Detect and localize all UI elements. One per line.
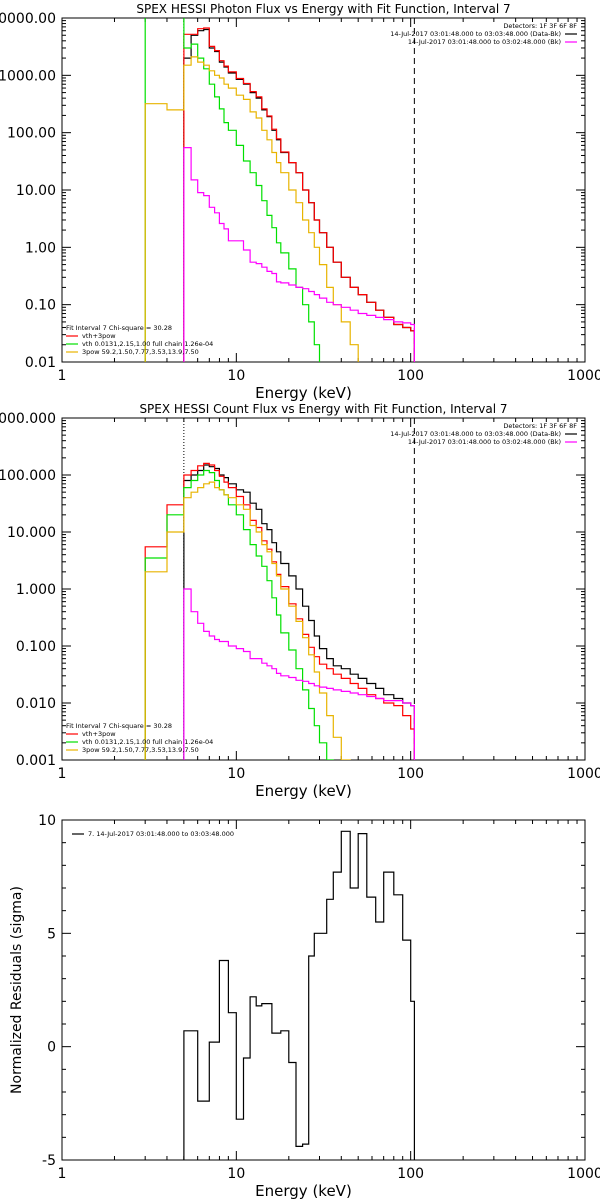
series-layer [144,18,415,362]
series-3pow [144,481,351,760]
y-tick-label: 10.00 [16,183,56,199]
series-layer [144,462,415,760]
x-tick-label: 1000 [567,766,600,782]
x-axis-label: Energy (keV) [255,384,352,402]
info-line: 14-Jul-2017 03:01:48.000 to 03:03:48.000… [390,30,561,38]
chart-panel-3: 1 10 100 1000 10 5 0 -5 Energy (keV) Normalized R… [9,813,600,1200]
x-tick-label: 1000 [567,1166,600,1182]
chart-panel-2: 1 10 100 1000 1000.000 100.000 10.000 1.000 0.10… [0,402,600,800]
y-tick-label: 100.000 [0,468,56,484]
plot-frame [61,417,586,761]
x-tick-label: 100 [397,368,424,384]
y-tick-label: 1000.00 [0,68,56,84]
chart-title: SPEX HESSI Photon Flux vs Energy with Fi… [136,2,510,16]
y-tick-label: 10 [38,813,56,829]
fit-line: vth 0.0131,2.15,1.00 full chain 1.26e-04 [82,738,213,746]
x-tick-label: 10 [227,1166,245,1182]
y-tick-label: 0 [47,1040,56,1056]
y-tick-label: 100.00 [7,126,56,142]
y-tick-label: 0.010 [16,696,56,712]
x-tick-label: 100 [397,766,424,782]
y-tick-label: -5 [42,1153,56,1169]
y-tick-label: 0.001 [16,753,56,769]
fit-line: 3pow 59.2,1.50,7.77,3.53,13.9,7.50 [82,348,199,356]
series-residuals [183,830,415,1160]
y-tick-label: 0.10 [25,298,56,314]
y-tick-label: 0.01 [25,355,56,371]
series-vth [144,18,321,362]
info-line: 14-Jul-2017 03:01:48.000 to 03:02:48.000… [408,38,561,46]
y-axis-label: Normalized Residuals (sigma) [9,886,25,1094]
chart-title: SPEX HESSI Count Flux vs Energy with Fit… [139,402,507,416]
series-layer [183,830,415,1160]
x-tick-label: 10 [227,766,245,782]
y-tick-label: 0.100 [16,639,56,655]
y-tick-label: 1.000 [16,582,56,598]
x-tick-label: 1 [58,766,67,782]
x-axis-label: Energy (keV) [255,1182,352,1200]
x-tick-label: 1 [58,368,67,384]
fit-line: vth+3pow [82,332,116,340]
x-tick-label: 100 [397,1166,424,1182]
series-vth [144,469,334,760]
fit-line: vth+3pow [82,730,116,738]
plot-frame [61,17,586,363]
info-line: Detectors: 1F 3F 6F 8F [503,22,577,30]
info-line: 14-Jul-2017 03:01:48.000 to 03:03:48.000… [390,430,561,438]
x-tick-label: 1 [58,1166,67,1182]
fit-line: Fit Interval 7 Chi-square = 30.28 [66,324,172,332]
fit-line: vth 0.0131,2.15,1.00 full chain 1.26e-04 [82,340,213,348]
fit-line: Fit Interval 7 Chi-square = 30.28 [66,722,172,730]
info-line: Detectors: 1F 3F 6F 8F [503,422,577,430]
info-line: 14-Jul-2017 03:01:48.000 to 03:02:48.000… [408,438,561,446]
series-data-bk [183,28,415,362]
fit-line: 3pow 59.2,1.50,7.77,3.53,13.9,7.50 [82,746,199,754]
y-tick-label: 10.000 [7,525,56,541]
x-tick-label: 1000 [567,368,600,384]
series-vth+3pow [144,462,415,760]
y-tick-label: 5 [47,926,56,942]
series-3pow [144,56,359,362]
x-axis-label: Energy (keV) [255,782,352,800]
y-tick-label: 1000.000 [0,411,56,427]
series-bk [183,588,415,760]
x-tick-label: 10 [227,368,245,384]
y-tick-label: 1.00 [25,240,56,256]
series-bk [183,147,415,362]
plot-frame [61,819,586,1161]
series-vth+3pow [183,27,415,362]
series-data-bk [183,464,415,760]
legend-entry: 7. 14-Jul-2017 03:01:48.000 to 03:03:48.… [88,830,234,838]
